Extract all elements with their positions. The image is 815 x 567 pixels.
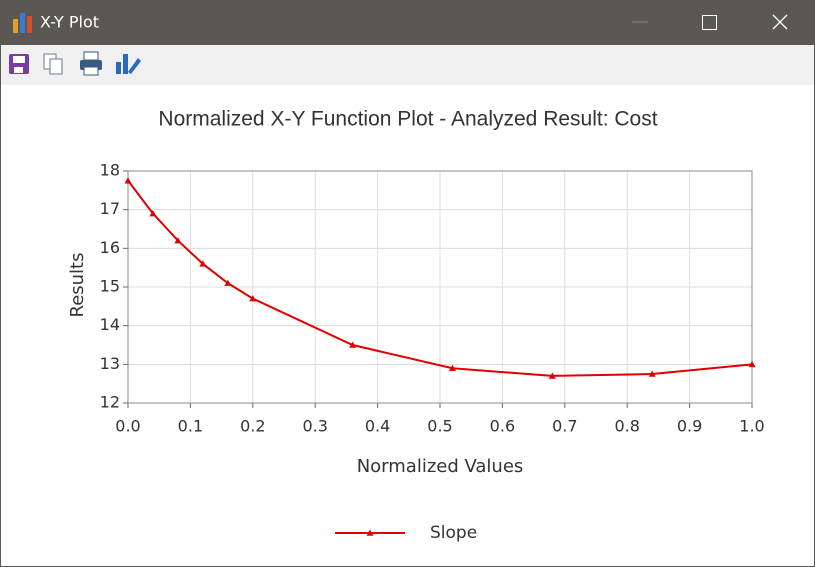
marker <box>199 260 207 267</box>
chart-title: Normalized X-Y Function Plot - Analyzed … <box>158 108 657 131</box>
toolbar <box>0 45 815 85</box>
legend-label: Slope <box>430 523 477 543</box>
y-tick-label: 13 <box>100 354 120 373</box>
edit-chart-button[interactable] <box>116 54 141 74</box>
legend-marker <box>366 529 374 536</box>
x-tick-label: 0.2 <box>240 417 265 436</box>
print-button[interactable] <box>80 51 102 76</box>
x-tick-label: 1.0 <box>739 417 764 436</box>
marker <box>548 372 556 379</box>
plot-border <box>127 170 753 404</box>
x-tick-label: 0.1 <box>178 417 203 436</box>
copy-button[interactable] <box>43 53 63 75</box>
x-tick-label: 0.8 <box>614 417 639 436</box>
x-tick-label: 0.4 <box>365 417 390 436</box>
y-axis-title: Results <box>67 253 88 318</box>
x-tick-label: 0.0 <box>115 417 140 436</box>
x-tick-label: 0.3 <box>302 417 327 436</box>
y-tick-label: 18 <box>100 161 120 180</box>
x-tick-label: 0.9 <box>677 417 702 436</box>
marker <box>224 279 232 286</box>
x-tick-label: 0.5 <box>427 417 452 436</box>
y-tick-label: 14 <box>100 315 120 334</box>
maximize-button[interactable] <box>702 15 717 30</box>
window-title: X-Y Plot <box>40 13 99 32</box>
y-tick-label: 16 <box>100 238 120 257</box>
y-tick-label: 12 <box>100 393 120 412</box>
y-tick-label: 15 <box>100 277 120 296</box>
x-tick-label: 0.7 <box>552 417 577 436</box>
marker <box>249 295 257 302</box>
marker <box>349 341 357 348</box>
title-bar <box>0 0 815 45</box>
marker <box>648 370 656 377</box>
marker <box>748 360 756 368</box>
app-icon <box>13 13 32 33</box>
marker <box>174 237 182 244</box>
marker <box>124 177 132 184</box>
close-button[interactable] <box>772 14 788 30</box>
marker <box>149 210 157 217</box>
x-axis-title: Normalized Values <box>357 456 524 477</box>
save-button[interactable] <box>9 54 29 74</box>
y-tick-label: 17 <box>100 199 120 218</box>
x-tick-label: 0.6 <box>490 417 515 436</box>
marker <box>448 364 456 371</box>
